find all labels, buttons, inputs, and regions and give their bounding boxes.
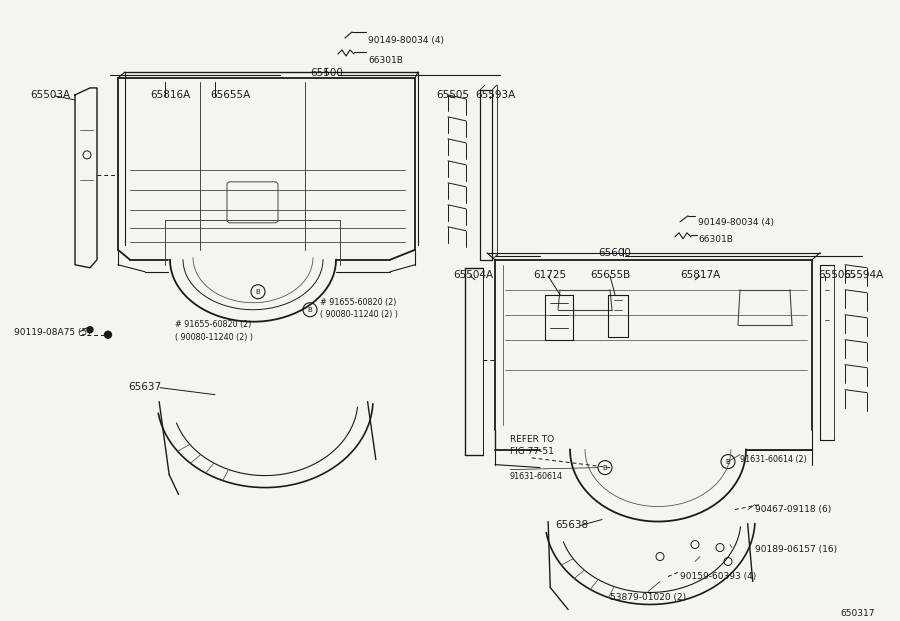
Text: REFER TO: REFER TO: [510, 435, 554, 443]
Text: 90119-08A75 (5): 90119-08A75 (5): [14, 328, 91, 337]
Text: 65638: 65638: [555, 520, 588, 530]
Text: 90189-06157 (16): 90189-06157 (16): [755, 545, 837, 553]
Text: 66301B: 66301B: [368, 56, 403, 65]
Text: 66301B: 66301B: [698, 235, 733, 244]
Text: 65505: 65505: [436, 90, 469, 100]
Text: 61725: 61725: [533, 270, 566, 280]
Text: 65817A: 65817A: [680, 270, 720, 280]
Text: 650317: 650317: [840, 609, 875, 619]
Text: # 91655-60820 (2): # 91655-60820 (2): [175, 320, 251, 329]
Text: B: B: [725, 458, 731, 465]
Text: ( 90080-11240 (2) ): ( 90080-11240 (2) ): [175, 333, 253, 342]
Text: 65600: 65600: [598, 248, 631, 258]
Text: 53879-01020 (2): 53879-01020 (2): [610, 594, 686, 602]
Circle shape: [104, 331, 112, 338]
Text: 65503A: 65503A: [30, 90, 70, 100]
Text: ( 90080-11240 (2) ): ( 90080-11240 (2) ): [320, 310, 398, 319]
Text: 90149-80034 (4): 90149-80034 (4): [698, 218, 774, 227]
Text: B: B: [603, 465, 608, 471]
Text: 65506: 65506: [818, 270, 851, 280]
Text: 90159-60393 (4): 90159-60393 (4): [680, 571, 756, 581]
Text: 65593A: 65593A: [475, 90, 515, 100]
Text: 65500: 65500: [310, 68, 343, 78]
Text: B: B: [256, 289, 260, 295]
Text: 65594A: 65594A: [843, 270, 883, 280]
Text: 65637: 65637: [128, 382, 161, 392]
Text: FIG 77-51: FIG 77-51: [510, 446, 554, 456]
Text: 90467-09118 (6): 90467-09118 (6): [755, 505, 832, 514]
Text: 65655A: 65655A: [210, 90, 250, 100]
Text: 65504A: 65504A: [453, 270, 493, 280]
Text: 65655B: 65655B: [590, 270, 630, 280]
Text: 91631-60614 (2): 91631-60614 (2): [740, 455, 806, 464]
Text: 91631-60614: 91631-60614: [510, 471, 563, 481]
Circle shape: [87, 327, 93, 333]
Text: 90149-80034 (4): 90149-80034 (4): [368, 36, 444, 45]
Text: # 91655-60820 (2): # 91655-60820 (2): [320, 297, 396, 307]
Text: 65816A: 65816A: [150, 90, 190, 100]
Text: B: B: [308, 307, 312, 313]
